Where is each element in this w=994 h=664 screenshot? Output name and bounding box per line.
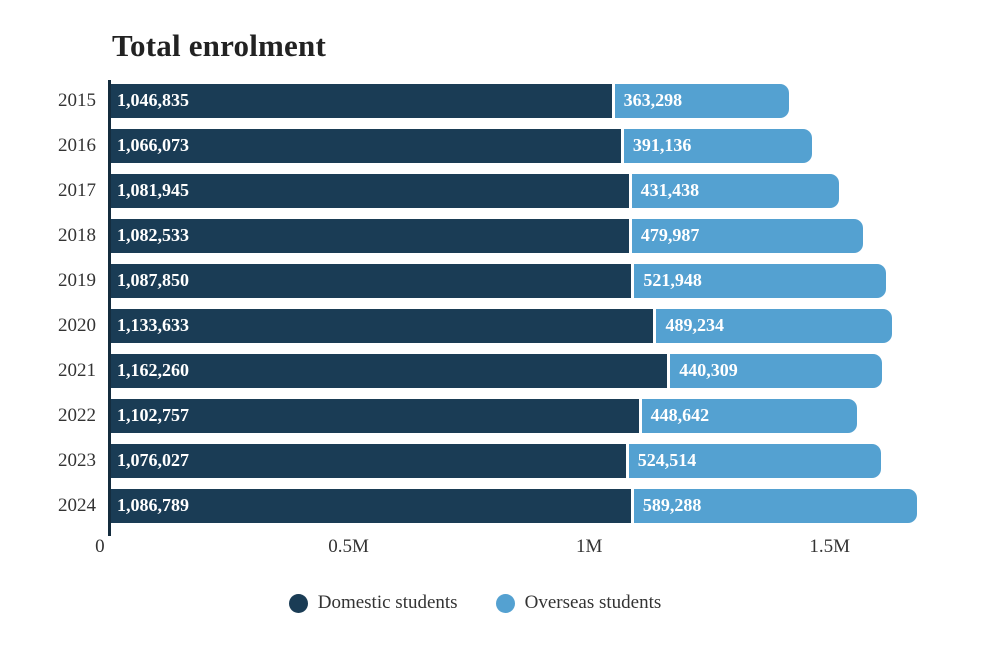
domestic-bar-segment: 1,081,945: [108, 173, 629, 208]
overseas-bar-segment: 479,987: [631, 218, 863, 253]
bar-value-label: 589,288: [642, 495, 702, 515]
bar-row: 2020 1,133,633 489,234: [0, 303, 950, 348]
overseas-bar-segment: 524,514: [628, 443, 882, 478]
year-label: 2024: [58, 494, 96, 516]
legend-label: Overseas students: [524, 592, 662, 613]
bar-row: 2016 1,066,073 391,136: [0, 123, 950, 168]
year-label: 2017: [58, 179, 96, 201]
bar-row: 2024 1,086,789 589,288: [0, 483, 950, 528]
bar-value-label: 1,046,835: [117, 90, 189, 110]
legend-item-domestic: Domestic students: [288, 592, 458, 614]
year-label: 2016: [58, 134, 96, 156]
bar-value-label: 1,066,073: [117, 135, 189, 155]
y-axis-line: [108, 80, 111, 536]
legend-swatch: [495, 593, 515, 613]
domestic-bar-segment: 1,076,027: [108, 443, 626, 478]
legend-item-overseas: Overseas students: [495, 592, 662, 614]
bar-track: 1,162,260 440,309: [108, 353, 950, 388]
legend-label: Domestic students: [317, 592, 458, 613]
bar-value-label: 1,086,789: [117, 495, 189, 515]
overseas-bar-segment: 521,948: [634, 263, 886, 298]
bar-row: 2018 1,082,533 479,987: [0, 213, 950, 258]
bar-row: 2015 1,046,835 363,298: [0, 78, 950, 123]
bar-row: 2017 1,081,945 431,438: [0, 168, 950, 213]
bar-row: 2023 1,076,027 524,514: [0, 438, 950, 483]
bar-track: 1,081,945 431,438: [108, 173, 950, 208]
bar-track: 1,086,789 589,288: [108, 488, 950, 523]
bar-value-label: 1,162,260: [117, 360, 189, 380]
x-axis-tick-label: 0.5M: [328, 536, 369, 557]
bar-rows: 2015 1,046,835 363,298 2016 1,066,073 391,136…: [0, 78, 950, 528]
x-axis-tick-label: 1.5M: [809, 536, 851, 557]
domestic-bar-segment: 1,102,757: [108, 398, 639, 433]
bar-value-label: 489,234: [665, 315, 724, 335]
bar-track: 1,087,850 521,948: [108, 263, 950, 298]
bar-value-label: 1,102,757: [117, 405, 189, 425]
bar-value-label: 391,136: [632, 135, 692, 155]
overseas-bar-segment: 431,438: [631, 173, 840, 208]
year-label: 2015: [58, 89, 96, 111]
domestic-bar-segment: 1,082,533: [108, 218, 629, 253]
bar-row: 2019 1,087,850 521,948: [0, 258, 950, 303]
overseas-bar-segment: 363,298: [614, 83, 790, 118]
bar-value-label: 1,133,633: [117, 315, 189, 335]
x-axis-tick-label: 1M: [575, 536, 603, 557]
year-label: 2018: [58, 224, 96, 246]
bar-track: 1,066,073 391,136: [108, 128, 950, 163]
overseas-bar-segment: 448,642: [641, 398, 858, 433]
bar-value-label: 1,087,850: [117, 270, 189, 290]
domestic-bar-segment: 1,162,260: [108, 353, 668, 388]
chart-title: Total enrolment: [112, 28, 326, 63]
bar-track: 1,102,757 448,642: [108, 398, 950, 433]
bar-value-label: 1,081,945: [117, 180, 189, 200]
bar-row: 2022 1,102,757 448,642: [0, 393, 950, 438]
bar-value-label: 431,438: [640, 180, 700, 200]
domestic-bar-segment: 1,046,835: [108, 83, 612, 118]
overseas-bar-segment: 391,136: [623, 128, 813, 163]
bar-track: 1,046,835 363,298: [108, 83, 950, 118]
bar-track: 1,076,027 524,514: [108, 443, 950, 478]
bar-track: 1,133,633 489,234: [108, 308, 950, 343]
year-label: 2022: [58, 404, 96, 426]
bar-value-label: 521,948: [643, 270, 702, 290]
domestic-bar-segment: 1,066,073: [108, 128, 621, 163]
year-label: 2023: [58, 449, 96, 471]
year-label: 2020: [58, 314, 96, 336]
domestic-bar-segment: 1,133,633: [108, 308, 654, 343]
bar-value-label: 1,076,027: [117, 450, 189, 470]
bar-value-label: 479,987: [640, 225, 700, 245]
domestic-bar-segment: 1,086,789: [108, 488, 631, 523]
year-label: 2021: [58, 359, 96, 381]
plot-area: 2015 1,046,835 363,298 2016 1,066,073 391,136…: [0, 78, 950, 536]
bar-value-label: 448,642: [650, 405, 710, 425]
overseas-bar-segment: 440,309: [670, 353, 883, 388]
overseas-bar-segment: 489,234: [656, 308, 892, 343]
bar-row: 2021 1,162,260 440,309: [0, 348, 950, 393]
legend-swatch: [288, 593, 308, 613]
legend: Domestic students Overseas students: [0, 592, 950, 614]
bar-value-label: 440,309: [679, 360, 738, 380]
bar-value-label: 524,514: [637, 450, 697, 470]
bar-value-label: 363,298: [623, 90, 683, 110]
year-label: 2019: [58, 269, 96, 291]
bar-track: 1,082,533 479,987: [108, 218, 950, 253]
bar-value-label: 1,082,533: [117, 225, 189, 245]
x-axis: 0 0.5M 1M 1.5M: [95, 532, 950, 568]
domestic-bar-segment: 1,087,850: [108, 263, 632, 298]
x-axis-tick-label: 0: [95, 536, 105, 557]
overseas-bar-segment: 589,288: [633, 488, 918, 523]
